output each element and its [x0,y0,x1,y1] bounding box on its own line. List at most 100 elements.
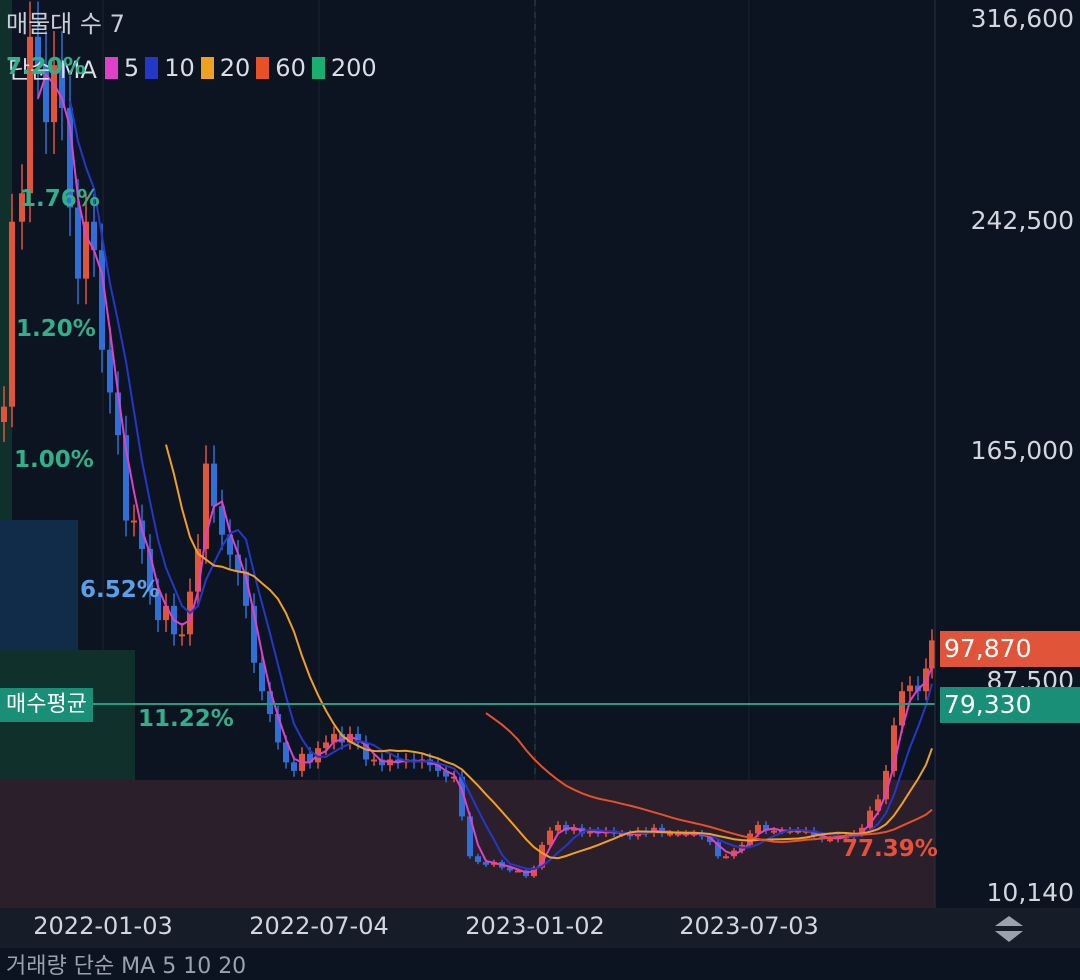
candle [715,838,721,859]
date-axis-bar [0,908,1080,948]
candle [867,806,873,832]
chart-canvas[interactable] [0,0,1080,959]
candle-body [395,759,401,763]
candle [51,31,57,155]
candle [259,652,265,701]
candle [929,629,935,679]
candle [59,31,65,141]
candle [91,193,97,277]
candle-body [795,830,801,833]
date-tick: 2023-01-02 [465,912,605,940]
candle [179,622,185,646]
candle-body [19,193,25,222]
candle-body [155,591,161,621]
candle-body [259,662,265,692]
scroll-arrows-icon[interactable] [992,914,1026,944]
candle-body [723,856,729,859]
candle-body [899,691,905,726]
price-tick: 10,140 [986,878,1074,907]
candle [747,830,753,848]
candle [251,593,257,674]
candle [395,753,401,769]
ma-legend-label: 단순 MA [8,56,97,84]
candle-body [443,770,449,777]
volume-profile-label: 7.20% [6,54,86,80]
candle-body [587,830,593,834]
candle-body [291,762,297,771]
candle [763,821,769,835]
candle-body [867,810,873,828]
candle-body [323,742,329,749]
candle-body [483,861,489,865]
volume-profile-label: 6.52% [80,577,160,603]
candle [723,853,729,859]
ma10-swatch [145,56,159,79]
candle-body [203,463,209,549]
candle-body [667,833,673,836]
volume-profile-bar [0,390,12,520]
candle [907,676,913,701]
candle-body [891,725,897,771]
candle-body [475,856,481,862]
candle [131,504,137,537]
candle-body [507,867,513,871]
candle-body [219,506,225,535]
date-tick: 2022-07-04 [249,912,389,940]
candle [571,824,577,835]
candle-body [43,65,49,123]
candle [1,386,7,442]
candle-body [1,406,7,423]
candle-body [467,816,473,857]
candle-body [67,107,73,208]
average-buy-tag: 매수평균 [0,688,93,722]
ma200-swatch [311,56,325,79]
candle-body [755,824,761,834]
candle [139,504,145,564]
candle-body [747,833,753,845]
candle-body [179,634,185,637]
candle-body [99,250,105,350]
candle [35,1,41,100]
volume-profile-label: 77.39% [842,836,938,862]
candle-body [435,765,441,771]
candle-body [195,548,201,592]
candle-body [75,207,81,279]
candle [107,327,113,414]
candle [339,726,345,750]
candle-body [251,605,257,663]
candle-body [883,770,889,800]
candle-body [771,830,777,833]
price-tick: 165,000 [970,436,1074,465]
candle [9,193,15,428]
candle-body [139,520,145,549]
volume-profile-label: 1.00% [14,447,94,473]
candle [27,1,33,223]
candle-body [147,548,153,592]
candle-body [235,554,241,572]
candle [435,759,441,777]
candle-body [715,842,721,857]
candle-body [307,753,313,763]
volume-profile-bar [0,0,12,130]
volume-profile-bar [0,520,78,650]
date-tick: 2022-01-03 [33,912,173,940]
candle-body [283,742,289,763]
date-tick: 2023-07-03 [679,912,819,940]
candle-body [515,870,521,873]
volume-ma-legend: 거래량 단순 MA 5 10 20 [6,954,247,979]
ma-line [165,444,933,860]
candle [555,821,561,835]
candle-body [243,571,249,606]
ma-legend[interactable]: 단순 MA 5 10 20 60 200 [8,50,377,85]
ma-line [69,100,933,871]
candle-body [459,776,465,817]
candle [43,31,49,155]
grid-lines [102,0,750,908]
candle-body [331,733,337,743]
candle-body [115,392,121,436]
candle-body [107,349,113,393]
candle-body [347,733,353,743]
ma5-label: 5 [123,53,140,82]
candle [443,764,449,783]
candle-body [363,742,369,760]
